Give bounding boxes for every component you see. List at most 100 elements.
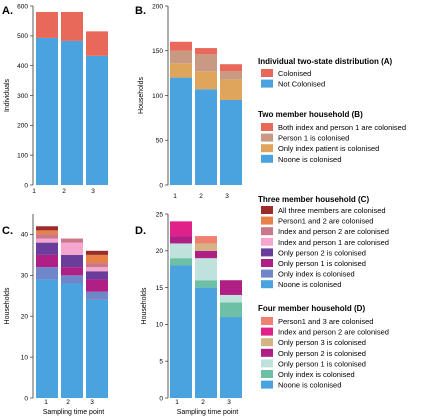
bar-segment xyxy=(195,89,217,185)
bar-segment xyxy=(195,54,217,72)
bar-segment xyxy=(36,230,58,235)
bar-segment xyxy=(195,48,217,55)
bar-segment xyxy=(195,71,217,90)
x-tick-label: 3 xyxy=(90,399,94,406)
bar-segment xyxy=(86,31,108,56)
legend-item-label: Only person 1 is colonised xyxy=(278,359,366,368)
y-tick-label: 400 xyxy=(17,63,28,70)
bar-segment xyxy=(36,242,58,255)
legend-item-label: Person 1 is colonised xyxy=(278,134,349,143)
y-tick-label: 200 xyxy=(17,123,28,130)
bar-segment xyxy=(86,299,108,398)
legend-title: Four member household (D) xyxy=(258,304,365,313)
legend-swatch xyxy=(261,69,273,77)
bar-segment xyxy=(61,275,83,284)
bar-segment xyxy=(195,287,217,398)
bar-segment xyxy=(36,267,58,280)
y-tick-label: 25 xyxy=(156,211,164,218)
y-tick-label: 0 xyxy=(24,182,28,189)
legend-item-label: Not Colonised xyxy=(278,80,325,89)
bar-segment xyxy=(86,250,108,255)
legend-swatch xyxy=(261,327,273,336)
x-tick-label: 1 xyxy=(175,399,179,406)
legend-item-label: Noone is colonised xyxy=(278,280,341,289)
x-axis-title: Sampling time point xyxy=(43,409,105,416)
bar-segment xyxy=(36,37,58,186)
bar-segment xyxy=(170,236,192,244)
bar-segment xyxy=(170,41,192,51)
bar-segment xyxy=(86,271,108,280)
bar-segment xyxy=(220,280,242,295)
legend-swatch xyxy=(261,259,273,267)
legend-item-label: Only person 3 is colonised xyxy=(278,338,366,347)
y-tick-label: 500 xyxy=(17,33,28,40)
bar-segment xyxy=(36,234,58,239)
bar-segment xyxy=(220,317,242,398)
legend-item-label: Colonised xyxy=(278,69,311,78)
legend-title: Three member household (C) xyxy=(258,195,369,204)
y-tick-label: 5 xyxy=(159,359,163,366)
legend-item-label: Only person 2 is colonised xyxy=(278,248,366,257)
bar-segment xyxy=(61,40,83,185)
x-tick-label: 2 xyxy=(66,399,70,406)
panel-label: B. xyxy=(135,5,146,17)
panel-label: D. xyxy=(135,225,146,237)
panel-label: A. xyxy=(2,5,13,17)
legend-swatch xyxy=(261,380,273,389)
legend-item-label: Only person 2 is colonised xyxy=(278,349,366,358)
bar-segment xyxy=(220,294,242,303)
y-tick-label: 10 xyxy=(21,354,29,361)
bar-segment xyxy=(195,243,217,251)
legend-swatch xyxy=(261,348,273,357)
legend-item-label: Both index and person 1 are colonised xyxy=(278,123,406,132)
chart-panel-2: B. 0 50 100 150 200 Households 1 2 3 xyxy=(135,3,242,200)
bar-segment xyxy=(195,280,217,288)
legend-swatch xyxy=(261,144,273,153)
bar-segment xyxy=(36,11,58,38)
legend-item-label: Only index patient is colonised xyxy=(278,144,379,153)
bar-segment xyxy=(86,263,108,268)
legend-swatch xyxy=(261,206,273,214)
bar-segment xyxy=(195,250,217,259)
bar-segment xyxy=(170,221,192,237)
legend-title: Individual two-state distribution (A) xyxy=(258,57,393,66)
bar-segment xyxy=(86,55,108,185)
y-tick-label: 40 xyxy=(21,232,29,239)
y-tick-label: 300 xyxy=(17,93,28,100)
x-tick-label: 2 xyxy=(199,193,203,200)
x-tick-label: 1 xyxy=(32,188,36,195)
x-tick-label: 1 xyxy=(173,193,177,200)
legend-item-label: Only index is colonised xyxy=(278,370,355,379)
bar-segment xyxy=(170,50,192,64)
y-tick-label: 200 xyxy=(152,3,163,10)
bar-segment xyxy=(220,79,242,100)
y-tick-label: 30 xyxy=(21,273,29,280)
legend-2: Two member household (B) Both index and p… xyxy=(258,110,406,164)
legend-1: Individual two-state distribution (A) Col… xyxy=(258,57,393,89)
legend-swatch xyxy=(261,227,273,236)
bar-segment xyxy=(61,267,83,276)
x-tick-label: 2 xyxy=(62,188,66,195)
legend-swatch xyxy=(261,338,273,347)
bar-segment xyxy=(220,302,242,318)
bar-segment xyxy=(220,64,242,72)
bar-segment xyxy=(36,254,58,268)
bar-segment xyxy=(195,236,217,244)
bar-segment xyxy=(36,279,58,398)
legend-swatch xyxy=(261,317,273,325)
legend-swatch xyxy=(261,123,273,131)
y-axis-title: Individuals xyxy=(4,78,11,112)
y-axis-title: Households xyxy=(138,77,145,114)
bar-segment xyxy=(36,226,58,231)
legend-swatch xyxy=(261,133,273,142)
legend-swatch xyxy=(261,237,273,246)
y-tick-label: 100 xyxy=(17,152,28,159)
legend-item-label: All three members are colonised xyxy=(278,206,386,215)
y-tick-label: 20 xyxy=(21,314,29,321)
legend-item-label: Person1 and 2 are colonised xyxy=(278,217,373,226)
x-tick-label: 3 xyxy=(227,399,231,406)
bar-segment xyxy=(86,254,108,264)
bar-segment xyxy=(61,242,83,255)
chart-panel-1: A. 0 100 200 300 400 500 600 Individuals 1 2 3 xyxy=(2,3,108,195)
bar-segment xyxy=(195,258,217,281)
